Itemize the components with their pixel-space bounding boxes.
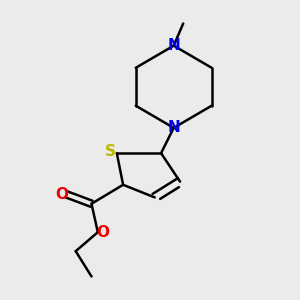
Text: N: N — [167, 120, 180, 135]
Text: O: O — [55, 187, 68, 202]
Text: O: O — [96, 225, 109, 240]
Text: N: N — [167, 38, 180, 53]
Text: S: S — [105, 144, 116, 159]
